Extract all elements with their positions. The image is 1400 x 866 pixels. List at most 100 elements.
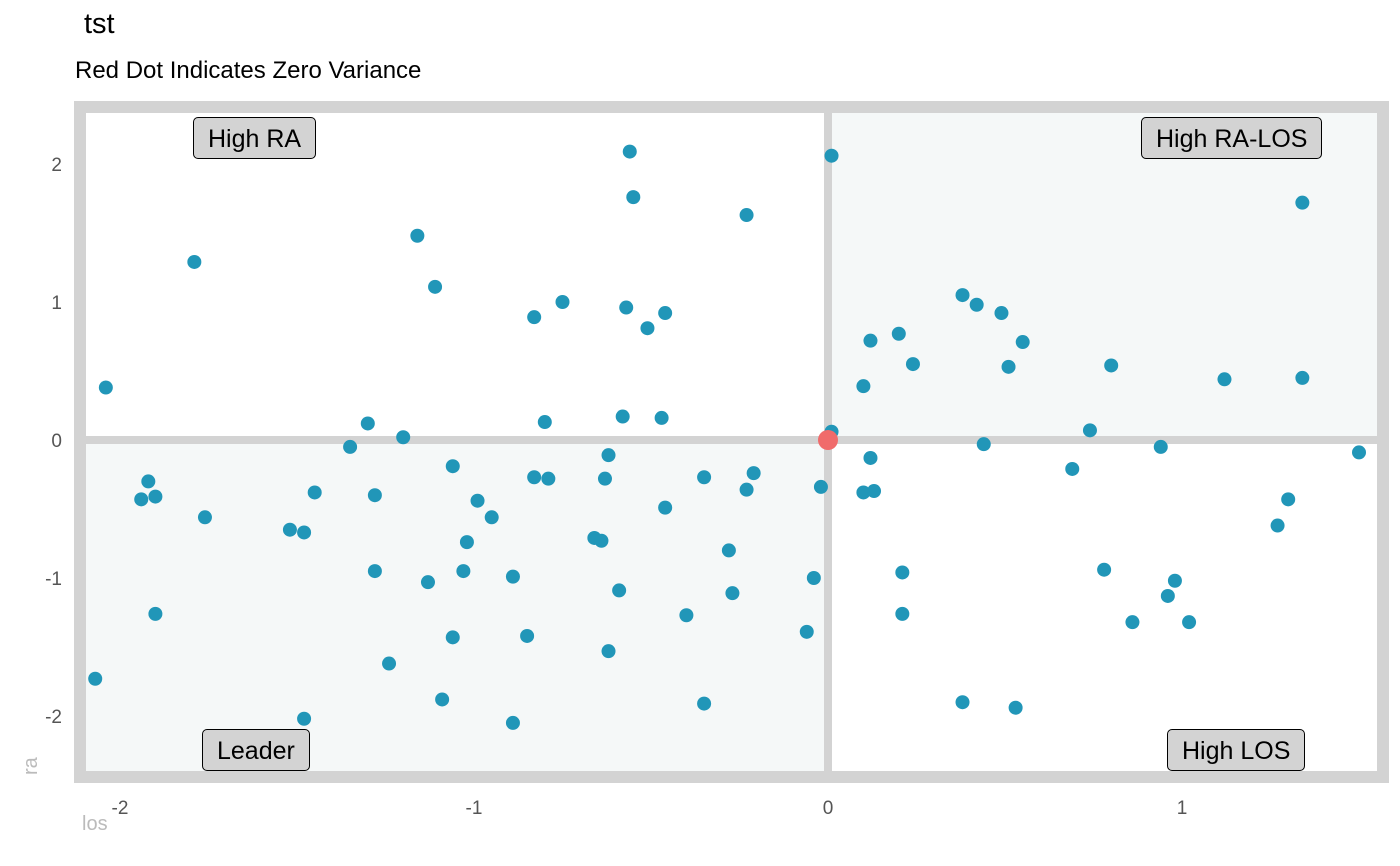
data-point (459, 535, 474, 550)
data-point (867, 484, 882, 499)
data-point (619, 300, 634, 315)
data-point (148, 606, 163, 621)
y-tick-label: 0 (51, 431, 62, 452)
x-tick-labels: -2 -1 0 1 (112, 798, 1188, 819)
data-point (1217, 372, 1232, 387)
data-point (994, 306, 1009, 321)
data-point (824, 148, 839, 163)
y-tick-labels: 2 1 0 -1 -2 (45, 155, 62, 728)
data-point (307, 485, 322, 500)
chart-title: tst (84, 8, 115, 40)
y-tick-label: 1 (51, 293, 62, 314)
data-point (88, 671, 103, 686)
data-point (658, 306, 673, 321)
data-point (297, 525, 312, 540)
data-point (654, 410, 669, 425)
data-point (1104, 358, 1119, 373)
data-point (1295, 195, 1310, 210)
data-point (197, 510, 212, 525)
data-point (410, 228, 425, 243)
data-point (484, 510, 499, 525)
data-point (955, 695, 970, 710)
data-point (969, 297, 984, 312)
data-point (360, 416, 375, 431)
data-point (505, 715, 520, 730)
x-tick-label: -2 (112, 798, 129, 819)
data-point (622, 144, 637, 159)
data-point (537, 415, 552, 430)
data-point (721, 543, 736, 558)
data-point (1270, 518, 1285, 533)
data-point (141, 474, 156, 489)
points-layer (88, 144, 1366, 730)
data-point (679, 608, 694, 623)
data-point (1008, 700, 1023, 715)
data-point (187, 254, 202, 269)
data-point (1352, 445, 1366, 460)
data-point (520, 628, 535, 643)
quadrant-label-high-ra: High RA (193, 117, 317, 159)
data-point (98, 380, 113, 395)
data-point (1295, 370, 1310, 385)
data-point (1160, 588, 1175, 603)
data-point (863, 450, 878, 465)
x-axis-title: los (82, 813, 108, 835)
y-tick-label: -2 (45, 707, 62, 728)
data-point (601, 644, 616, 659)
data-point (367, 488, 382, 503)
data-point (626, 190, 641, 205)
data-point (1281, 492, 1296, 507)
data-point (428, 279, 443, 294)
data-point (895, 565, 910, 580)
data-point (527, 470, 542, 485)
data-point (612, 583, 627, 598)
data-point (905, 357, 920, 372)
data-point (615, 409, 630, 424)
data-point (739, 482, 754, 497)
chart-subtitle: Red Dot Indicates Zero Variance (75, 57, 422, 84)
quadrant-label-leader: Leader (202, 729, 310, 771)
x-tick-label: 1 (1177, 798, 1188, 819)
data-point (799, 624, 814, 639)
data-point (746, 466, 761, 481)
data-point (739, 208, 754, 223)
quadrant-label-high-ra-los: High RA-LOS (1141, 117, 1323, 159)
data-point (601, 448, 616, 463)
data-point (420, 575, 435, 590)
data-point (445, 630, 460, 645)
data-point (658, 500, 673, 515)
data-point (597, 471, 612, 486)
data-point (382, 656, 397, 671)
data-point (895, 606, 910, 621)
data-point (856, 379, 871, 394)
x-tick-label: 0 (823, 798, 834, 819)
quadrant-label-high-los: High LOS (1167, 729, 1306, 771)
y-tick-label: -1 (45, 569, 62, 590)
data-point (806, 571, 821, 585)
data-point (435, 692, 450, 707)
data-point (148, 489, 163, 504)
data-point (367, 564, 382, 579)
data-point (1001, 359, 1016, 374)
data-point (1182, 615, 1197, 630)
data-point (594, 533, 609, 548)
data-point (396, 430, 411, 445)
data-point (955, 288, 970, 303)
data-point (445, 459, 460, 474)
data-point (297, 711, 312, 726)
data-point (1082, 423, 1097, 438)
data-point (976, 437, 991, 452)
data-point (1167, 573, 1182, 588)
shaded-quadrant-top-right (828, 113, 1377, 440)
data-point (1153, 439, 1168, 454)
data-point (697, 696, 712, 711)
data-point (1097, 562, 1112, 577)
data-point (470, 493, 485, 508)
data-point (856, 485, 871, 500)
data-point (343, 439, 358, 454)
data-point (456, 564, 471, 579)
data-point (505, 569, 520, 584)
x-tick-label: -1 (466, 798, 483, 819)
data-point (1125, 615, 1140, 630)
data-point (697, 470, 712, 485)
